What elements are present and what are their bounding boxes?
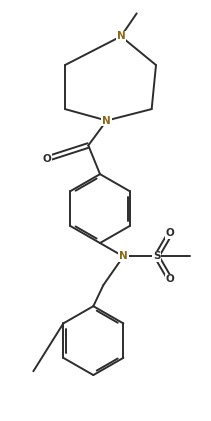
Text: N: N — [117, 31, 125, 41]
Text: N: N — [102, 115, 111, 125]
Text: N: N — [119, 251, 128, 261]
Text: O: O — [166, 229, 174, 238]
Text: O: O — [166, 274, 174, 285]
Text: O: O — [42, 154, 51, 164]
Text: S: S — [153, 251, 160, 261]
